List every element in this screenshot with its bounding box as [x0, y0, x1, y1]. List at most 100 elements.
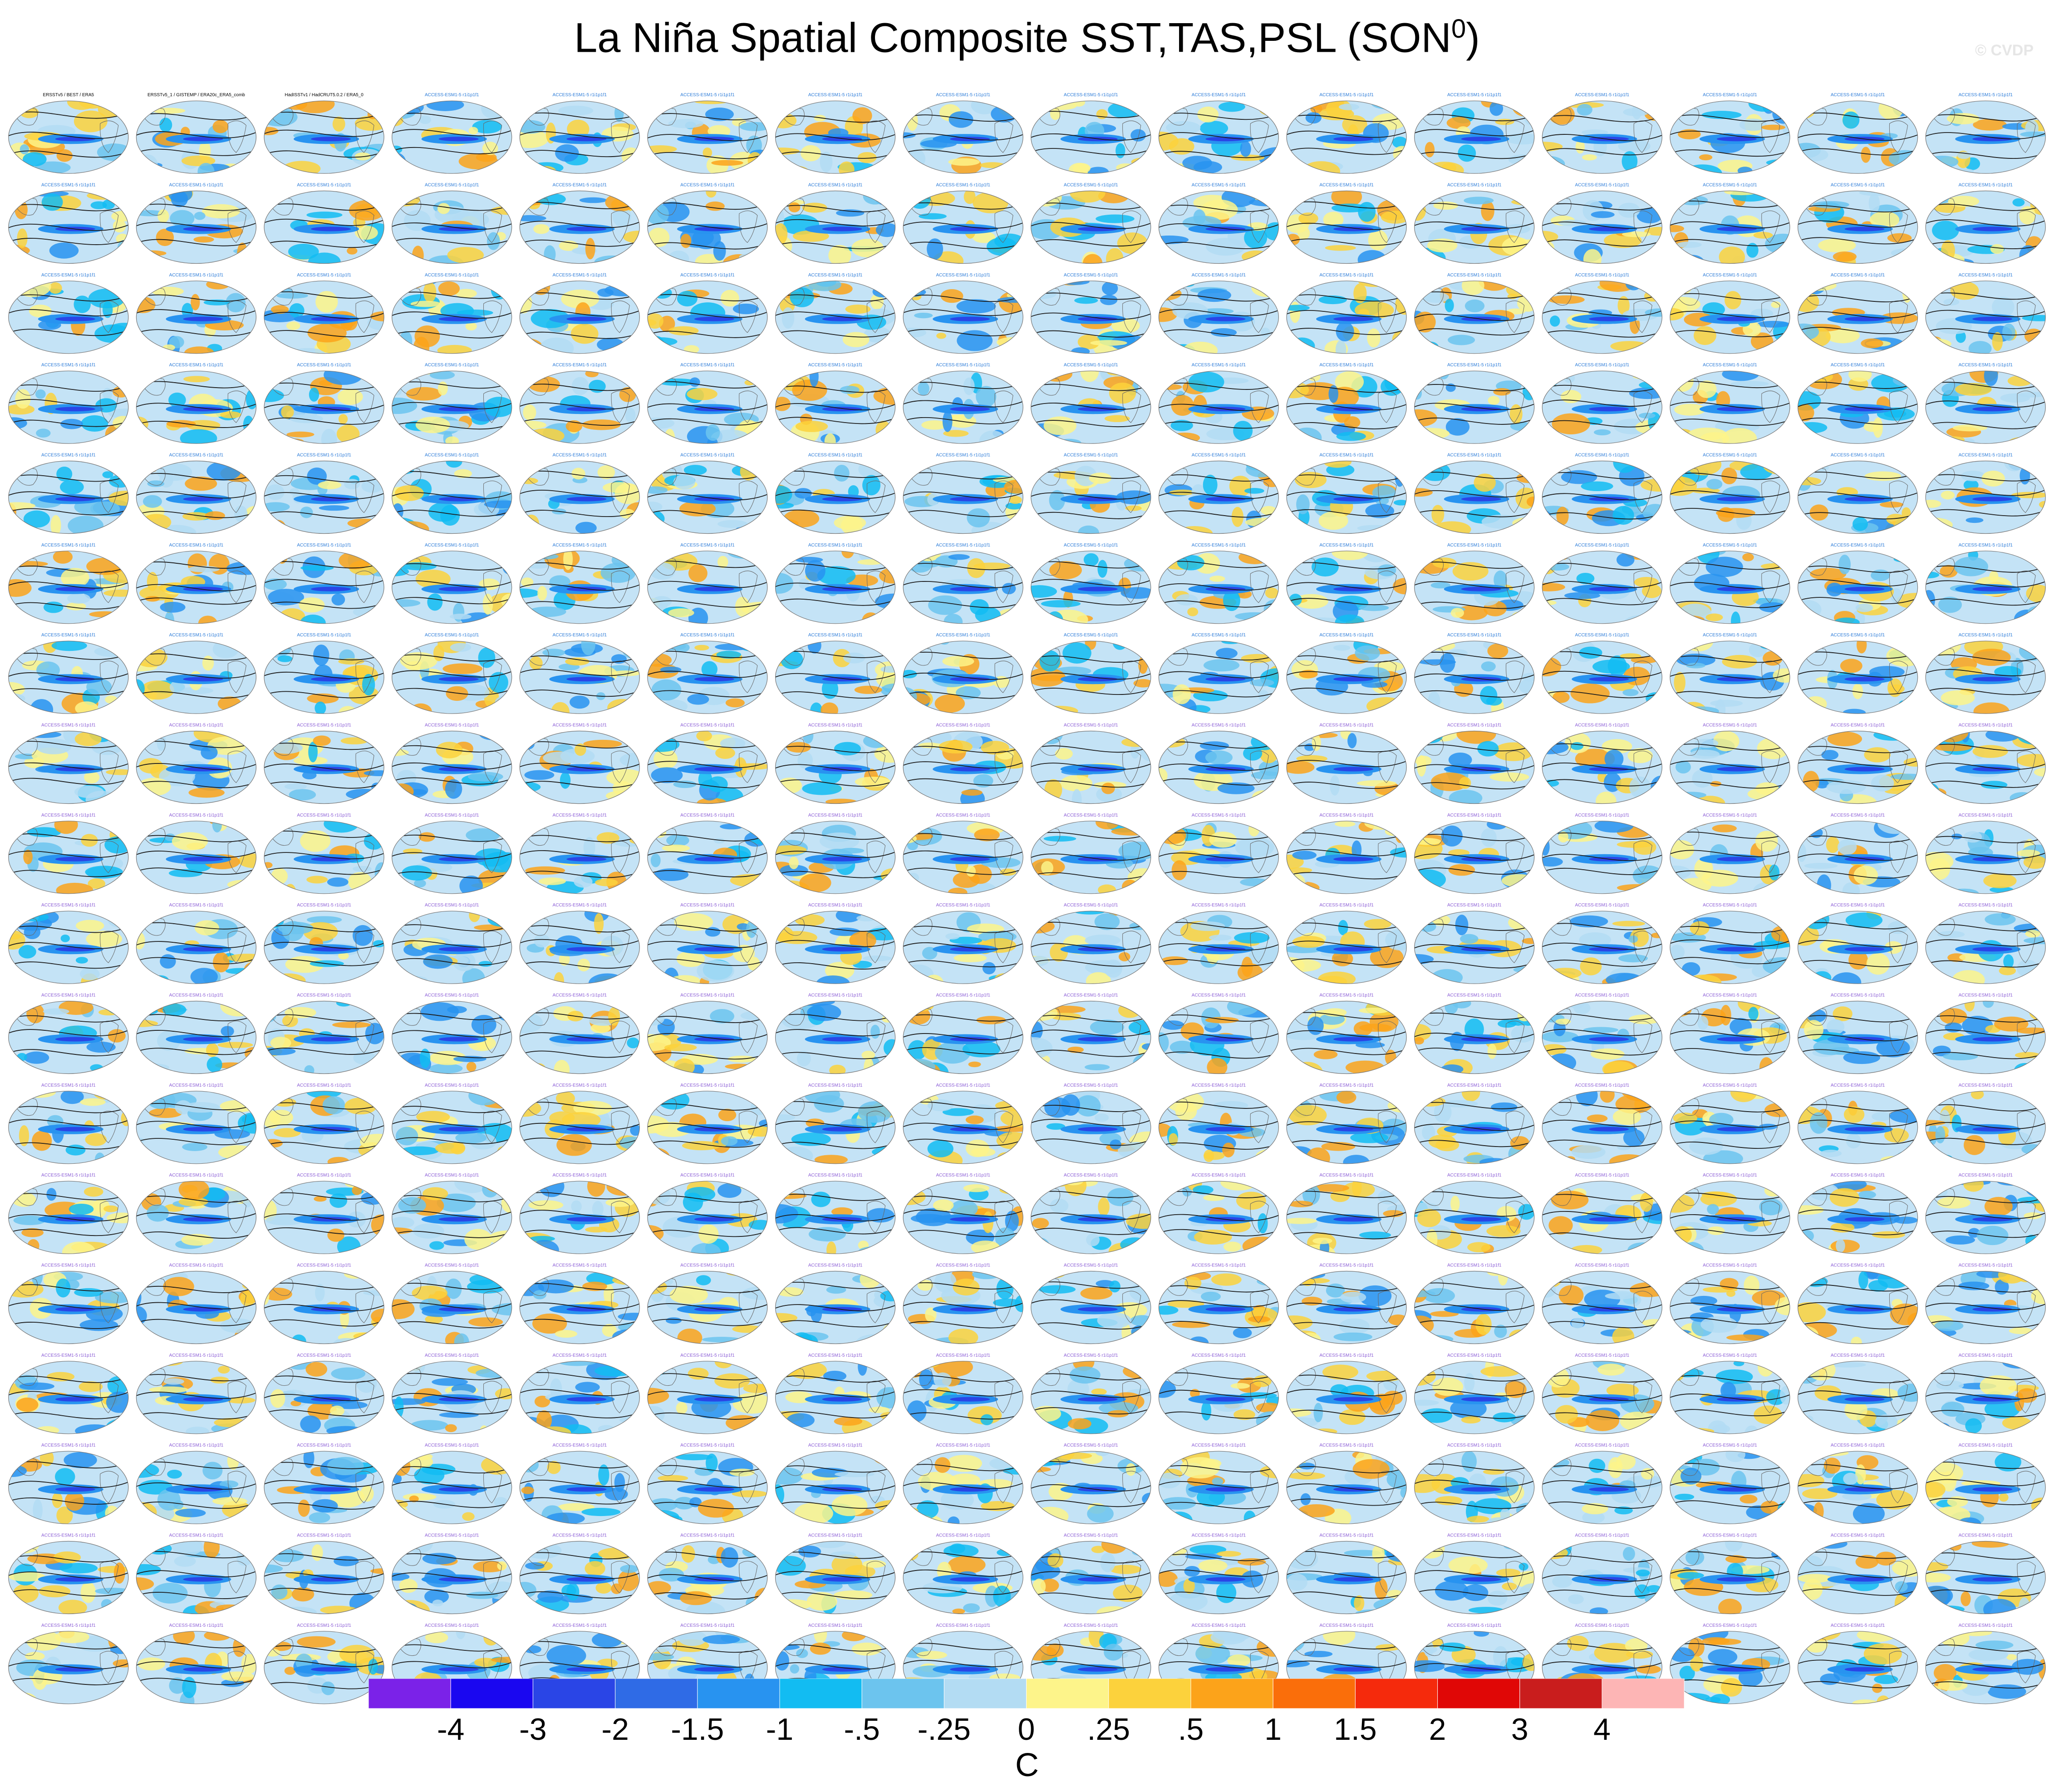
panel-title: ACCESS-ESM1-5 r1i1p1f1 — [1319, 1623, 1374, 1628]
map-panel: ACCESS-ESM1-5 r1i1p1f1 — [1542, 453, 1662, 534]
panel-title: ACCESS-ESM1-5 r1i1p1f1 — [553, 93, 607, 98]
colorbar-tick-label: -3 — [519, 1712, 546, 1747]
map-panel: ACCESS-ESM1-5 r1i1p1f1 — [1798, 543, 1918, 624]
map-panel: ACCESS-ESM1-5 r1i1p1f1 — [1542, 543, 1662, 624]
map-panel: ACCESS-ESM1-5 r1i1p1f1 — [1798, 183, 1918, 264]
map-panel: ACCESS-ESM1-5 r1i1p1f1 — [1670, 1353, 1790, 1434]
map-panel: ACCESS-ESM1-5 r1i1p1f1 — [1286, 543, 1407, 624]
map-panel: ACCESS-ESM1-5 r1i1p1f1 — [1798, 1443, 1918, 1524]
panel-title: ACCESS-ESM1-5 r1i1p1f1 — [1319, 813, 1374, 818]
map-panel: ACCESS-ESM1-5 r1i1p1f1 — [903, 1083, 1023, 1164]
title-close: ) — [1466, 15, 1480, 61]
panel-title: ACCESS-ESM1-5 r1i1p1f1 — [297, 903, 351, 908]
map-panel: ACCESS-ESM1-5 r1i1p1f1 — [1925, 363, 2046, 444]
colorbar-tick-label: -2 — [601, 1712, 629, 1747]
panel-title: ACCESS-ESM1-5 r1i1p1f1 — [41, 993, 96, 998]
map-panel: ACCESS-ESM1-5 r1i1p1f1 — [8, 903, 129, 984]
panel-title: ACCESS-ESM1-5 r1i1p1f1 — [1575, 543, 1630, 548]
panel-title: ACCESS-ESM1-5 r1i1p1f1 — [1831, 1533, 1885, 1538]
panel-title: ACCESS-ESM1-5 r1i1p1f1 — [169, 543, 224, 548]
panel-title: ACCESS-ESM1-5 r1i1p1f1 — [936, 273, 990, 278]
panel-title: ACCESS-ESM1-5 r1i1p1f1 — [808, 1173, 863, 1178]
panel-title: ACCESS-ESM1-5 r1i1p1f1 — [1447, 1083, 1502, 1088]
map-panel: ACCESS-ESM1-5 r1i1p1f1 — [903, 1173, 1023, 1254]
panel-title: ACCESS-ESM1-5 r1i1p1f1 — [1447, 903, 1502, 908]
panel-title: ACCESS-ESM1-5 r1i1p1f1 — [553, 183, 607, 188]
map-panel: ACCESS-ESM1-5 r1i1p1f1 — [392, 1533, 512, 1615]
map-panel: ACCESS-ESM1-5 r1i1p1f1 — [775, 183, 896, 264]
panel-title: ACCESS-ESM1-5 r1i1p1f1 — [1958, 1353, 2013, 1358]
map-panel: ACCESS-ESM1-5 r1i1p1f1 — [775, 1533, 896, 1615]
panel-title: ACCESS-ESM1-5 r1i1p1f1 — [297, 183, 351, 188]
panel-title: ACCESS-ESM1-5 r1i1p1f1 — [297, 813, 351, 818]
map-panel: ACCESS-ESM1-5 r1i1p1f1 — [1542, 1353, 1662, 1434]
map-panel: ACCESS-ESM1-5 r1i1p1f1 — [1414, 1263, 1535, 1344]
map-panel: ACCESS-ESM1-5 r1i1p1f1 — [136, 723, 256, 804]
panel-title: ACCESS-ESM1-5 r1i1p1f1 — [1831, 1083, 1885, 1088]
panel-title: ACCESS-ESM1-5 r1i1p1f1 — [41, 1173, 96, 1178]
panel-title: ACCESS-ESM1-5 r1i1p1f1 — [936, 93, 990, 98]
panel-title: ACCESS-ESM1-5 r1i1p1f1 — [553, 1443, 607, 1448]
panel-title: ACCESS-ESM1-5 r1i1p1f1 — [1831, 1623, 1885, 1628]
panel-title: ACCESS-ESM1-5 r1i1p1f1 — [425, 723, 479, 728]
panel-title: ACCESS-ESM1-5 r1i1p1f1 — [297, 1353, 351, 1358]
panel-title: ACCESS-ESM1-5 r1i1p1f1 — [553, 1173, 607, 1178]
map-panel: ACCESS-ESM1-5 r1i1p1f1 — [1414, 993, 1535, 1074]
map-panel: ACCESS-ESM1-5 r1i1p1f1 — [1925, 453, 2046, 534]
panel-title: ACCESS-ESM1-5 r1i1p1f1 — [1831, 543, 1885, 548]
panel-title: ACCESS-ESM1-5 r1i1p1f1 — [1703, 543, 1757, 548]
panel-title: ACCESS-ESM1-5 r1i1p1f1 — [1703, 1173, 1757, 1178]
panel-title: ACCESS-ESM1-5 r1i1p1f1 — [808, 183, 863, 188]
panel-title: ACCESS-ESM1-5 r1i1p1f1 — [553, 1533, 607, 1538]
panel-title: ACCESS-ESM1-5 r1i1p1f1 — [1192, 1533, 1246, 1538]
panel-title: ACCESS-ESM1-5 r1i1p1f1 — [1575, 993, 1630, 998]
panel-title: ACCESS-ESM1-5 r1i1p1f1 — [1703, 1083, 1757, 1088]
panel-title: ACCESS-ESM1-5 r1i1p1f1 — [1447, 1623, 1502, 1628]
map-panel: ACCESS-ESM1-5 r1i1p1f1 — [1031, 1263, 1151, 1344]
panel-title: ACCESS-ESM1-5 r1i1p1f1 — [1958, 1173, 2013, 1178]
map-panel: ACCESS-ESM1-5 r1i1p1f1 — [775, 1353, 896, 1434]
map-panel: ACCESS-ESM1-5 r1i1p1f1 — [775, 1263, 896, 1344]
panel-title: ACCESS-ESM1-5 r1i1p1f1 — [41, 363, 96, 368]
map-panel: ACCESS-ESM1-5 r1i1p1f1 — [775, 273, 896, 354]
panel-title: ACCESS-ESM1-5 r1i1p1f1 — [41, 903, 96, 908]
map-panel: ACCESS-ESM1-5 r1i1p1f1 — [1925, 1533, 2046, 1615]
panel-title: HadISSTv1 / HadCRUT5.0.2 / ERA5_0 — [285, 93, 364, 98]
panel-title: ACCESS-ESM1-5 r1i1p1f1 — [425, 1263, 479, 1268]
chart-title: La Niña Spatial Composite SST,TAS,PSL (S… — [0, 14, 2054, 62]
map-panel: ACCESS-ESM1-5 r1i1p1f1 — [1798, 1623, 1918, 1704]
map-panel: ACCESS-ESM1-5 r1i1p1f1 — [519, 1263, 640, 1344]
map-panel: ACCESS-ESM1-5 r1i1p1f1 — [1925, 1263, 2046, 1344]
panel-title: ACCESS-ESM1-5 r1i1p1f1 — [1575, 1083, 1630, 1088]
panel-title: ACCESS-ESM1-5 r1i1p1f1 — [1703, 363, 1757, 368]
map-panel: ACCESS-ESM1-5 r1i1p1f1 — [1031, 723, 1151, 804]
map-panel: ACCESS-ESM1-5 r1i1p1f1 — [1158, 1083, 1279, 1164]
panel-title: ACCESS-ESM1-5 r1i1p1f1 — [1575, 1533, 1630, 1538]
panel-title: ACCESS-ESM1-5 r1i1p1f1 — [1447, 363, 1502, 368]
map-panel: ACCESS-ESM1-5 r1i1p1f1 — [647, 903, 768, 984]
map-panel: ACCESS-ESM1-5 r1i1p1f1 — [903, 1353, 1023, 1434]
map-panel: ACCESS-ESM1-5 r1i1p1f1 — [1670, 1533, 1790, 1615]
map-panel: ACCESS-ESM1-5 r1i1p1f1 — [1158, 1173, 1279, 1254]
map-panel: ACCESS-ESM1-5 r1i1p1f1 — [8, 1623, 129, 1704]
map-panel: ACCESS-ESM1-5 r1i1p1f1 — [1670, 723, 1790, 804]
cvdp-watermark: © CVDP — [1975, 42, 2034, 59]
map-panel: ACCESS-ESM1-5 r1i1p1f1 — [1798, 363, 1918, 444]
panel-title: ACCESS-ESM1-5 r1i1p1f1 — [1958, 1263, 2013, 1268]
panel-title: ACCESS-ESM1-5 r1i1p1f1 — [1192, 813, 1246, 818]
panel-title: ACCESS-ESM1-5 r1i1p1f1 — [808, 93, 863, 98]
map-panel: ACCESS-ESM1-5 r1i1p1f1 — [136, 1533, 256, 1615]
map-panel: ACCESS-ESM1-5 r1i1p1f1 — [1158, 1263, 1279, 1344]
panel-title: ACCESS-ESM1-5 r1i1p1f1 — [41, 813, 96, 818]
panel-title: ACCESS-ESM1-5 r1i1p1f1 — [1703, 633, 1757, 638]
map-panel: ACCESS-ESM1-5 r1i1p1f1 — [647, 273, 768, 354]
map-panel: HadISSTv1 / HadCRUT5.0.2 / ERA5_0 — [264, 93, 384, 174]
panel-title: ACCESS-ESM1-5 r1i1p1f1 — [1703, 1533, 1757, 1538]
colorbar-swatch — [1108, 1679, 1191, 1709]
map-panel: ACCESS-ESM1-5 r1i1p1f1 — [647, 633, 768, 714]
map-panel: ACCESS-ESM1-5 r1i1p1f1 — [136, 363, 256, 444]
panel-title: ACCESS-ESM1-5 r1i1p1f1 — [553, 543, 607, 548]
panel-title: ACCESS-ESM1-5 r1i1p1f1 — [1831, 363, 1885, 368]
panel-title: ACCESS-ESM1-5 r1i1p1f1 — [169, 1173, 224, 1178]
map-panel: ACCESS-ESM1-5 r1i1p1f1 — [8, 183, 129, 264]
